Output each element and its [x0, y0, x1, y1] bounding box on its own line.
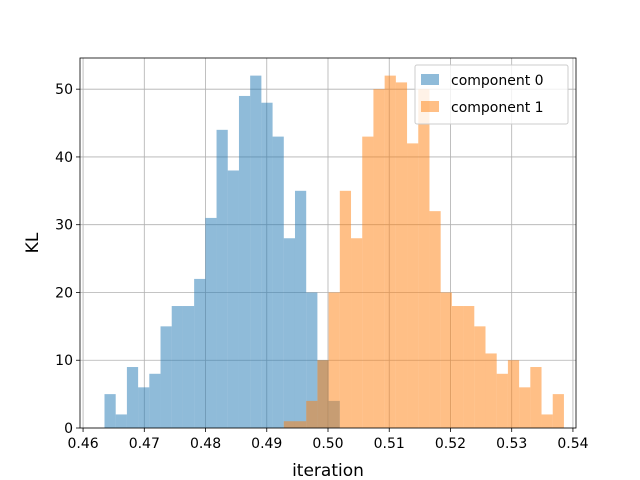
bar-series-1-bin-31 [451, 306, 464, 428]
bar-series-1-bin-29 [429, 211, 441, 428]
y-axis-title: KL [23, 232, 43, 253]
x-tick-label-7: 0.53 [496, 436, 527, 452]
x-axis-ticks: 0.46 0.47 0.48 0.49 0.50 0.51 0.52 0.53 0.54 [67, 428, 589, 452]
bar-series-1-bin-32 [463, 306, 475, 428]
x-tick-label-2: 0.48 [190, 436, 221, 452]
x-tick-label-1: 0.47 [129, 436, 160, 452]
bar-series-1-bin-27 [407, 143, 419, 428]
histogram-bars [104, 75, 564, 429]
bar-series-0-bin-2 [126, 367, 139, 428]
x-tick-label-8: 0.54 [557, 436, 588, 452]
bar-series-1-bin-33 [474, 326, 486, 428]
bar-series-0-bin-17 [294, 190, 307, 428]
bar-series-1-bin-35 [496, 373, 508, 428]
y-tick-label-0: 0 [64, 421, 73, 437]
bar-series-1-bin-39 [541, 414, 553, 428]
bar-series-1-bin-36 [507, 360, 520, 428]
bar-series-0-bin-11 [227, 170, 239, 428]
bar-series-1-bin-25 [384, 75, 396, 428]
y-tick-label-1: 10 [55, 353, 73, 369]
bar-series-1-bin-30 [440, 292, 452, 428]
bar-series-1-bin-19 [317, 360, 329, 428]
legend-label-component-0: component 0 [451, 73, 544, 89]
bar-series-0-bin-10 [216, 129, 228, 429]
legend: component 0 component 1 [414, 64, 569, 125]
x-tick-label-6: 0.52 [435, 436, 466, 452]
bar-series-1-bin-37 [519, 387, 531, 428]
bar-series-0-bin-0 [104, 394, 116, 428]
x-tick-label-5: 0.51 [374, 436, 405, 452]
y-tick-label-5: 50 [55, 82, 73, 98]
bar-series-1-bin-24 [373, 89, 385, 429]
bar-series-0-bin-4 [149, 373, 161, 428]
bar-series-0-bin-3 [138, 387, 150, 428]
bar-series-0-bin-18 [306, 292, 318, 428]
bar-series-1-bin-17 [294, 421, 307, 428]
bar-series-0-bin-12 [238, 95, 251, 428]
bar-series-0-bin-14 [261, 102, 273, 428]
bar-series-0-bin-9 [205, 217, 217, 428]
x-tick-label-4: 0.50 [312, 436, 343, 452]
bar-series-0-bin-5 [160, 326, 172, 428]
bar-series-1-bin-34 [485, 353, 497, 428]
legend-box [414, 64, 569, 125]
legend-label-component-1: component 1 [451, 100, 544, 116]
bar-series-1-bin-26 [395, 82, 408, 429]
bar-series-0-bin-16 [283, 238, 295, 428]
bar-series-0-bin-8 [194, 278, 206, 428]
bar-series-0-bin-13 [250, 75, 262, 428]
bar-series-1-bin-18 [306, 400, 318, 428]
legend-swatch-component-1 [421, 101, 439, 112]
x-tick-label-3: 0.49 [251, 436, 282, 452]
bar-series-1-bin-16 [283, 421, 295, 428]
bar-series-1-bin-22 [351, 238, 363, 428]
legend-swatch-component-0 [421, 74, 439, 85]
bar-series-1-bin-21 [339, 190, 352, 428]
bar-series-0-bin-15 [272, 136, 284, 428]
x-tick-label-0: 0.46 [67, 436, 98, 452]
x-axis-title: iteration [292, 461, 364, 480]
bar-series-1-bin-38 [530, 367, 542, 428]
bar-series-0-bin-7 [182, 306, 195, 428]
bar-series-1-bin-40 [552, 394, 564, 428]
bar-series-1-bin-20 [328, 292, 340, 428]
bar-series-1-bin-28 [418, 89, 430, 429]
bar-series-0-bin-6 [171, 306, 183, 428]
series-1-bars [283, 75, 564, 429]
y-tick-label-3: 30 [55, 218, 73, 234]
y-tick-label-2: 20 [55, 285, 73, 301]
y-axis-ticks: 0 10 20 30 40 50 [55, 82, 80, 437]
y-tick-label-4: 40 [55, 150, 73, 166]
bar-series-0-bin-1 [115, 414, 127, 428]
bar-series-1-bin-23 [362, 136, 374, 428]
